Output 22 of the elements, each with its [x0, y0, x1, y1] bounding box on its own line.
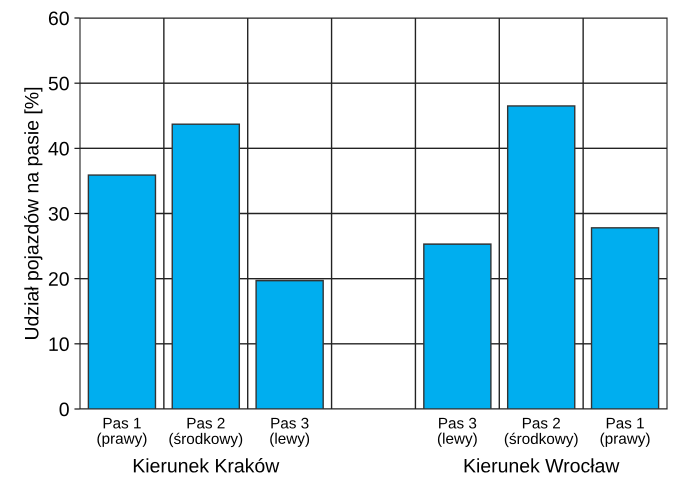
y-tick-label: 10 [49, 337, 69, 352]
y-tick-label: 20 [48, 272, 69, 286]
text: Kierunek Wrocław [464, 458, 620, 473]
text: Kierunek Kraków [134, 458, 280, 473]
y-tick-label: 0 [60, 402, 69, 416]
x-tick-label: Pas 3 (lewy) [270, 418, 310, 447]
bar [172, 124, 240, 409]
bar [88, 174, 156, 409]
bar [506, 105, 576, 409]
bar [590, 227, 660, 409]
y-tick-label: 30 [48, 206, 69, 221]
y-axis-title: Udział pojazdów na pasie [%] [24, 88, 42, 339]
x-tick-label: Pas 2 (środkowy) [169, 418, 242, 448]
x-tick-label: Pas 1 (prawy) [600, 418, 650, 447]
y-tick-label: 50 [48, 76, 69, 90]
x-tick-label: Pas 2 (środkowy) [504, 418, 578, 448]
bar [423, 243, 492, 409]
y-tick-label: 60 [48, 11, 69, 26]
x-tick-label: Pas 1 (prawy) [97, 418, 146, 447]
y-tick-label: 40 [48, 142, 69, 156]
bar [255, 280, 324, 409]
x-tick-label: Pas 3 (lewy) [438, 418, 477, 447]
